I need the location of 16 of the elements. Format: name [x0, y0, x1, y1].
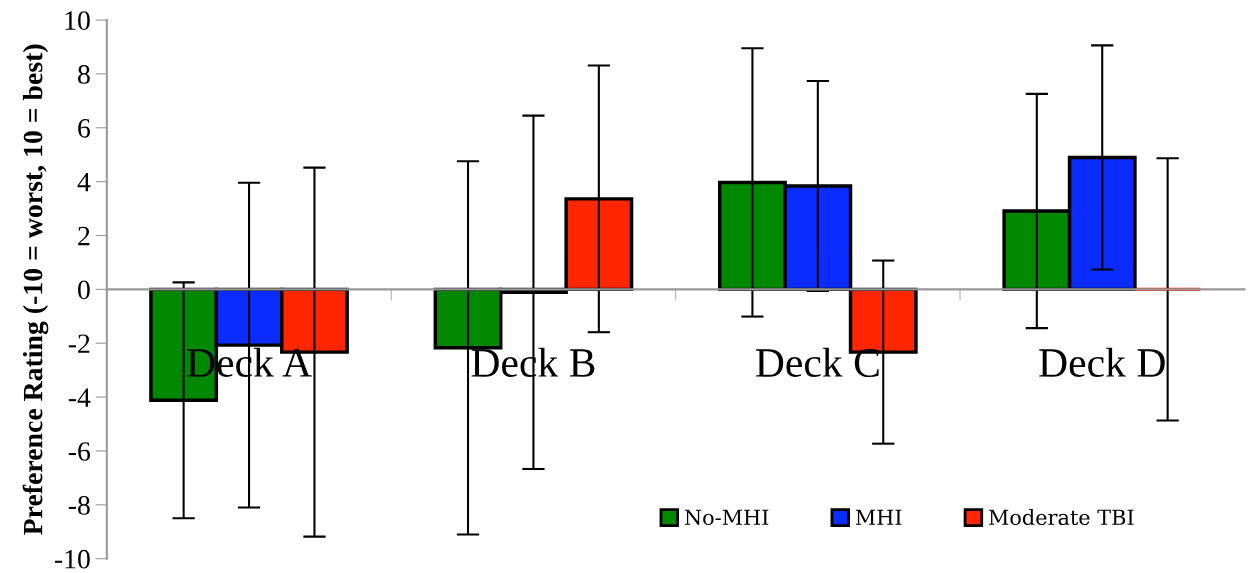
legend-label: Moderate TBI — [989, 508, 1134, 526]
y-tick-label: -10 — [54, 549, 90, 569]
y-axis-title: Preference Rating (-10 = worst, 10 = best) — [22, 44, 49, 535]
y-tick-label: 10 — [65, 11, 90, 30]
y-tick-label: -8 — [68, 495, 90, 515]
y-tick-label: 8 — [78, 65, 90, 84]
y-tick-label: 4 — [77, 172, 91, 192]
x-tick-label: Deck D — [1039, 347, 1165, 378]
y-tick-label: -6 — [68, 442, 91, 461]
y-tick-label: -4 — [68, 388, 91, 407]
y-tick-label: 0 — [78, 280, 90, 300]
y-tick-label: -2 — [68, 334, 90, 353]
y-tick-label: 2 — [78, 226, 90, 246]
legend-label: No-MHI — [684, 509, 769, 526]
y-tick-label: 6 — [78, 119, 91, 138]
legend-label: MHI — [855, 509, 902, 525]
